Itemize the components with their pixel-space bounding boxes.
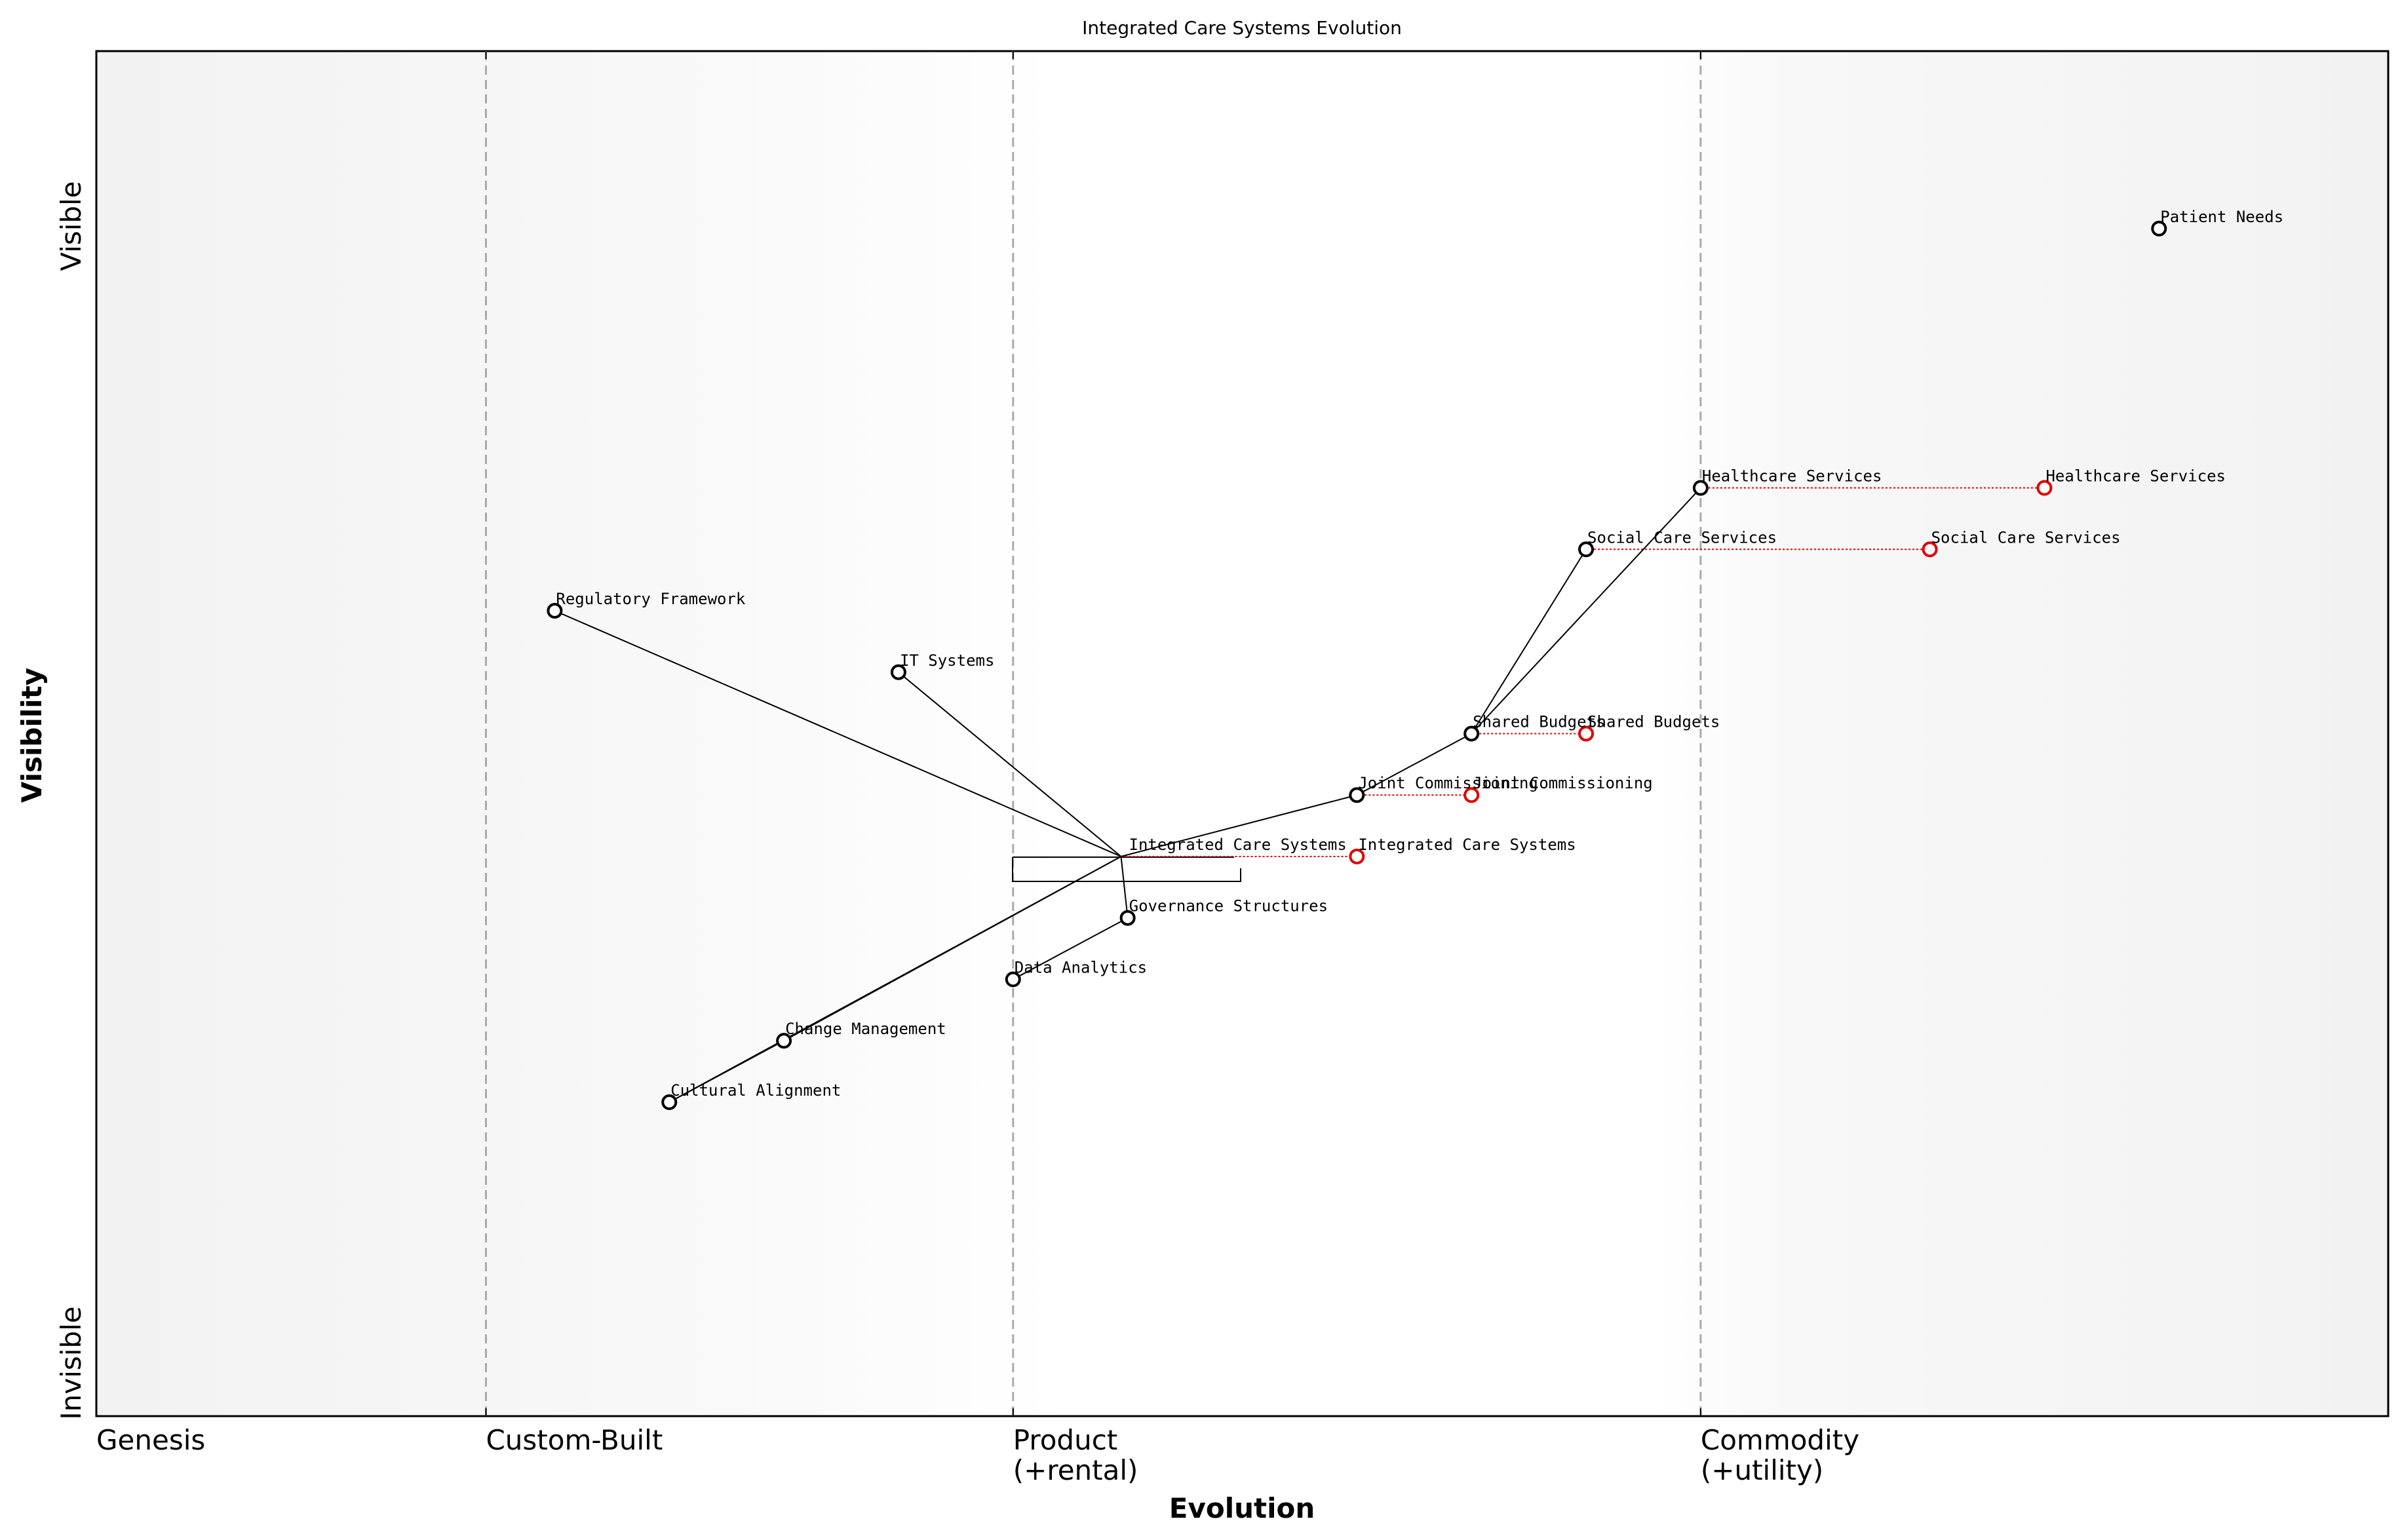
dependency-links [554, 487, 1701, 1103]
node-social-care-services[interactable] [1578, 541, 1595, 558]
label-shared-budgets: Shared Budgets [1473, 713, 1605, 731]
evolved-node-healthcare-services[interactable] [2036, 480, 2053, 496]
stage-dividers [484, 51, 1702, 1416]
y-axis-title: Visibility [16, 668, 48, 803]
evolved-label-joint-commissioning: Joint Commissioning [1473, 774, 1653, 792]
stage-label-product: Product [1013, 1424, 1117, 1456]
evolved-label-healthcare-services: Healthcare Services [2045, 467, 2226, 486]
node-patient-needs[interactable] [2151, 220, 2167, 237]
node-governance-structures[interactable] [1119, 910, 1136, 926]
label-cultural-alignment: Cultural Alignment [670, 1081, 841, 1100]
link-integrated-care-systems-governance-structures [1120, 856, 1129, 918]
link-change-management-cultural-alignment [668, 1040, 784, 1103]
link-integrated-care-systems-joint-commissioning [1121, 794, 1357, 857]
plot-area [95, 50, 2390, 1417]
stage-sublabel-product: (+rental) [1013, 1454, 1138, 1486]
evolved-node-joint-commissioning[interactable] [1463, 787, 1480, 803]
stage-sublabel-commodity: (+utility) [1701, 1454, 1823, 1486]
evolved-node-integrated-care-systems[interactable] [1349, 848, 1365, 864]
x-axis-title: Evolution [1169, 1492, 1315, 1524]
label-data-analytics: Data Analytics [1015, 958, 1147, 976]
evolution-lines [1121, 487, 2045, 857]
label-healthcare-services: Healthcare Services [1702, 467, 1882, 486]
components: Patient Needs Healthcare Services Social C… [547, 208, 2283, 1110]
label-patient-needs: Patient Needs [2160, 208, 2283, 226]
stage-label-commodity: Commodity [1701, 1424, 1859, 1456]
evolved-label-shared-budgets: Shared Budgets [1587, 713, 1720, 731]
link-governance-structures-data-analytics [1013, 917, 1129, 980]
node-healthcare-services[interactable] [1692, 480, 1709, 496]
link-integrated-care-systems-it-systems [898, 671, 1122, 857]
link-shared-budgets-healthcare-services [1471, 487, 1701, 735]
evolved-label-integrated-care-systems: Integrated Care Systems [1358, 836, 1576, 854]
label-integrated-care-systems: Integrated Care Systems [1129, 836, 1347, 854]
label-regulatory-framework: Regulatory Framework [556, 590, 746, 608]
label-social-care-services: Social Care Services [1587, 528, 1777, 547]
chart-title: Integrated Care Systems Evolution [1082, 17, 1402, 39]
stage-labels: Genesis Custom-Built Product(+rental) Commo… [96, 1424, 1859, 1486]
label-change-management: Change Management [785, 1020, 946, 1038]
label-governance-structures: Governance Structures [1129, 897, 1328, 915]
link-shared-budgets-social-care-services [1471, 549, 1587, 735]
y-axis-invisible-label: Invisible [55, 1306, 87, 1419]
node-joint-commissioning[interactable] [1349, 787, 1365, 803]
label-joint-commissioning: Joint Commissioning [1358, 774, 1538, 792]
link-integrated-care-systems-regulatory-framework [554, 610, 1121, 857]
evolved-label-social-care-services: Social Care Services [1931, 528, 2121, 547]
node-cultural-alignment[interactable] [661, 1094, 678, 1110]
link-joint-commissioning-shared-budgets [1356, 733, 1472, 796]
evolved-node-social-care-services[interactable] [1922, 541, 1938, 558]
evolved-components: Healthcare Services Social Care Services S… [1349, 467, 2226, 864]
stage-label-genesis: Genesis [96, 1424, 205, 1456]
label-it-systems: IT Systems [900, 651, 995, 670]
integration-bracket [1012, 857, 1241, 882]
evolved-node-shared-budgets[interactable] [1578, 725, 1595, 742]
node-data-analytics[interactable] [1005, 971, 1021, 988]
node-regulatory-framework[interactable] [547, 603, 563, 619]
node-change-management[interactable] [776, 1033, 792, 1049]
y-axis-visible-label: Visible [55, 181, 87, 271]
node-shared-budgets[interactable] [1463, 725, 1480, 742]
node-it-systems[interactable] [890, 664, 906, 680]
stage-label-custom: Custom-Built [486, 1424, 663, 1456]
